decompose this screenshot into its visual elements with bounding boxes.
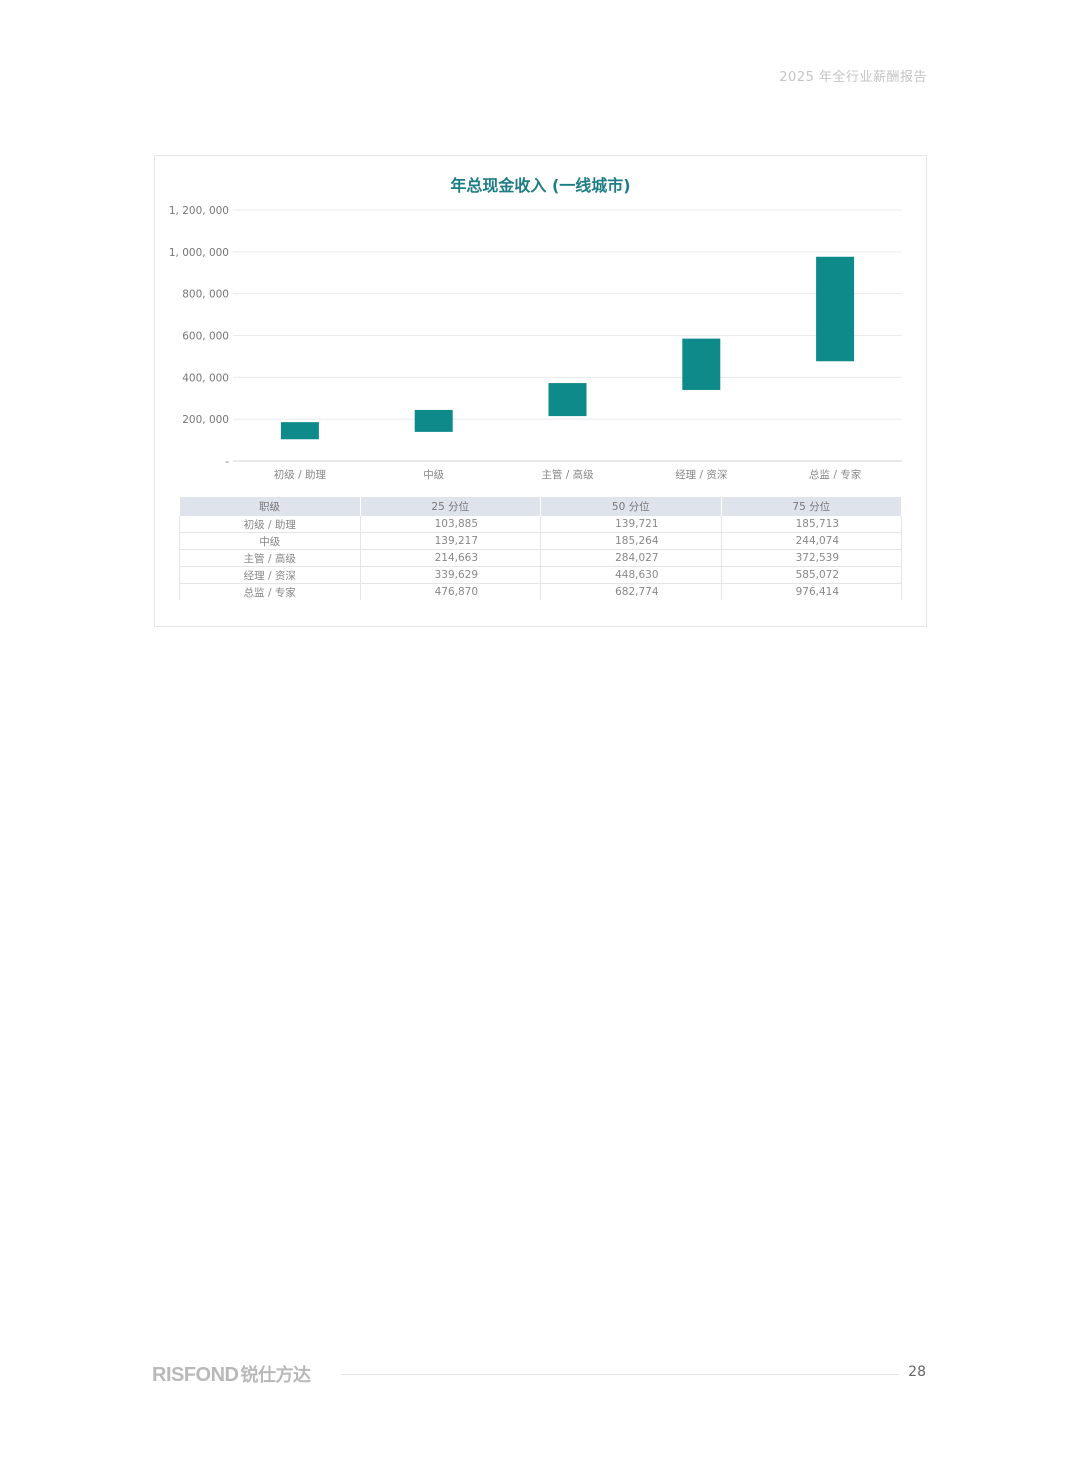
table-cell-p75: 976,414: [720, 583, 902, 600]
table-cell-p25: 214,663: [359, 549, 541, 567]
table-cell-level: 中级: [179, 532, 360, 550]
document-header-title: 2025 年全行业薪酬报告: [779, 70, 927, 85]
logo-cn-text: 锐仕方达: [240, 1365, 312, 1386]
table-row: 主管 / 高级 214,663 284,027 372,539: [179, 549, 902, 567]
table-cell-p25: 103,885: [359, 516, 541, 533]
x-category-label: 总监 / 专家: [809, 468, 862, 481]
range-bar: [548, 383, 587, 417]
range-bar: [816, 256, 855, 362]
table-cell-p50: 448,630: [540, 566, 721, 584]
table-row: 经理 / 资深 339,629 448,630 585,072: [179, 566, 902, 584]
y-tick-label: 200, 000: [182, 414, 229, 426]
table-cell-p50: 139,721: [540, 516, 721, 533]
table-cell-p50: 284,027: [540, 549, 721, 567]
table-header-row: 职级 25 分位 50 分位 75 分位: [179, 497, 902, 516]
y-tick-label: 800, 000: [182, 289, 229, 301]
table-header-cell: 25 分位: [360, 497, 541, 516]
table-cell-p75: 372,539: [720, 549, 902, 567]
y-tick-label: 400, 000: [182, 372, 229, 384]
table-cell-p75: 244,074: [720, 532, 902, 550]
x-category-label: 中级: [423, 468, 444, 481]
y-tick-label: 600, 000: [182, 331, 229, 343]
chart-title: 年总现金收入 (一线城市): [450, 176, 631, 195]
logo-text: RISFOND: [152, 1364, 239, 1386]
x-category-label: 经理 / 资深: [675, 468, 727, 481]
table-cell-p25: 139,217: [359, 532, 541, 550]
range-bar: [682, 338, 721, 390]
x-category-label: 初级 / 助理: [274, 468, 327, 481]
table-cell-level: 经理 / 资深: [179, 566, 360, 584]
table-header-cell: 50 分位: [540, 497, 722, 516]
chart-svg: - 200, 000 400, 000 600, 000 800, 000 1, 000,…: [169, 205, 902, 481]
table-cell-p50: 185,264: [540, 532, 721, 550]
table-cell-p25: 339,629: [359, 566, 541, 584]
table-cell-p25: 476,870: [359, 583, 541, 600]
y-tick-label: 1, 000, 000: [169, 247, 229, 259]
y-tick-label: 1, 200, 000: [169, 205, 229, 217]
company-logo: RISFOND 锐仕方达: [152, 1361, 311, 1387]
table-cell-level: 总监 / 专家: [179, 583, 360, 600]
table-header-cell: 75 分位: [721, 497, 902, 516]
x-category-label: 主管 / 高级: [541, 468, 594, 481]
range-bar: [280, 422, 319, 440]
table-cell-level: 主管 / 高级: [179, 549, 360, 567]
table-cell-p75: 585,072: [720, 566, 902, 584]
table-cell-p50: 682,774: [540, 583, 721, 600]
table-header-cell: 职级: [179, 497, 361, 516]
page-number: 28: [908, 1364, 926, 1380]
table-cell-p75: 185,713: [720, 516, 902, 533]
range-bar: [414, 409, 453, 432]
percentile-table: 职级 25 分位 50 分位 75 分位 初级 / 助理 103,885 139…: [179, 497, 902, 600]
table-cell-level: 初级 / 助理: [179, 516, 360, 533]
table-row: 初级 / 助理 103,885 139,721 185,713: [179, 516, 902, 533]
chart-figure: 年总现金收入 (一线城市) - 200, 000 400, 000 600, 000 8…: [154, 155, 927, 627]
y-tick-label: -: [225, 456, 229, 468]
table-row: 中级 139,217 185,264 244,074: [179, 532, 902, 550]
table-row: 总监 / 专家 476,870 682,774 976,414: [179, 583, 902, 600]
footer-divider: [342, 1374, 898, 1375]
